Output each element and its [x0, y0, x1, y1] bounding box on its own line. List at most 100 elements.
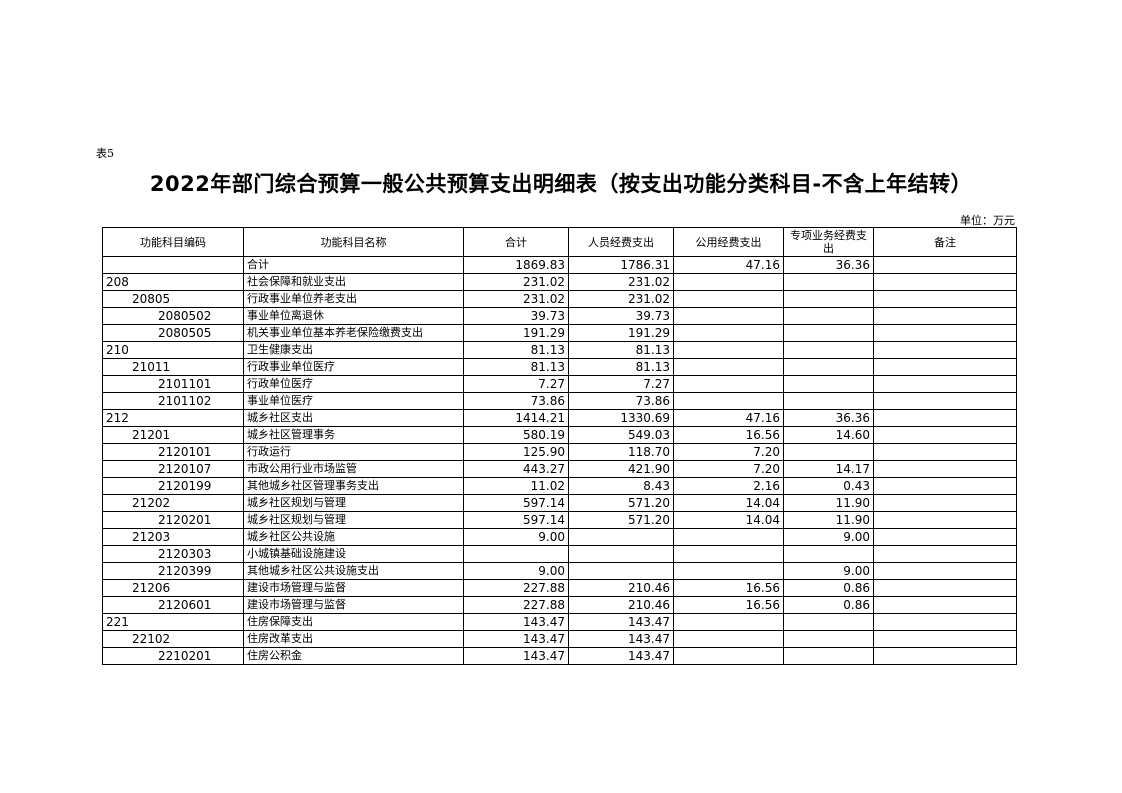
cell-special: [783, 443, 874, 461]
table-row: 22102 住房改革支出 143.47 143.47: [102, 630, 1017, 648]
cell-code: 2101102: [102, 392, 244, 410]
cell-personnel: 231.02: [568, 290, 674, 308]
cell-public: 7.20: [673, 460, 784, 478]
cell-name: 城乡社区管理事务: [243, 426, 464, 444]
cell-code: 2120303: [102, 545, 244, 563]
cell-name: 住房保障支出: [243, 613, 464, 631]
header-note: 备注: [873, 227, 1017, 257]
cell-note: [873, 562, 1017, 580]
cell-note: [873, 647, 1017, 665]
cell-name: 行政单位医疗: [243, 375, 464, 393]
cell-personnel: 421.90: [568, 460, 674, 478]
cell-name: 社会保障和就业支出: [243, 273, 464, 291]
cell-note: [873, 511, 1017, 529]
cell-note: [873, 426, 1017, 444]
cell-personnel: 39.73: [568, 307, 674, 325]
cell-special: 0.86: [783, 596, 874, 614]
cell-code: 2120601: [102, 596, 244, 614]
cell-total: 39.73: [463, 307, 569, 325]
unit-label: 单位：万元: [960, 214, 1015, 227]
cell-code: 21011: [102, 358, 244, 376]
cell-note: [873, 545, 1017, 563]
cell-name: 行政事业单位养老支出: [243, 290, 464, 308]
cell-public: 7.20: [673, 443, 784, 461]
cell-code: 2120201: [102, 511, 244, 529]
cell-personnel: 143.47: [568, 647, 674, 665]
cell-special: [783, 341, 874, 359]
cell-public: 16.56: [673, 579, 784, 597]
cell-total: 11.02: [463, 477, 569, 495]
cell-special: [783, 613, 874, 631]
table-row: 221 住房保障支出 143.47 143.47: [102, 613, 1017, 631]
cell-total: 597.14: [463, 494, 569, 512]
cell-note: [873, 443, 1017, 461]
cell-special: 11.90: [783, 511, 874, 529]
cell-personnel: 1786.31: [568, 256, 674, 274]
table-row: 2080502 事业单位离退休 39.73 39.73: [102, 307, 1017, 325]
cell-public: [673, 392, 784, 410]
table-row: 2101102 事业单位医疗 73.86 73.86: [102, 392, 1017, 410]
cell-total: 143.47: [463, 647, 569, 665]
cell-special: 14.17: [783, 460, 874, 478]
cell-special: 14.60: [783, 426, 874, 444]
cell-note: [873, 375, 1017, 393]
table-row: 合计 1869.83 1786.31 47.16 36.36: [102, 256, 1017, 274]
cell-code: 20805: [102, 290, 244, 308]
table-row: 20805 行政事业单位养老支出 231.02 231.02: [102, 290, 1017, 308]
cell-special: 36.36: [783, 256, 874, 274]
cell-personnel: 549.03: [568, 426, 674, 444]
cell-name: 其他城乡社区管理事务支出: [243, 477, 464, 495]
cell-personnel: [568, 562, 674, 580]
cell-special: 9.00: [783, 528, 874, 546]
cell-special: [783, 290, 874, 308]
table-row: 2120107 市政公用行业市场监管 443.27 421.90 7.20 14.17: [102, 460, 1017, 478]
table-row: 208 社会保障和就业支出 231.02 231.02: [102, 273, 1017, 291]
cell-special: [783, 273, 874, 291]
cell-total: 227.88: [463, 579, 569, 597]
cell-note: [873, 494, 1017, 512]
cell-name: 小城镇基础设施建设: [243, 545, 464, 563]
cell-code: 210: [102, 341, 244, 359]
cell-special: [783, 324, 874, 342]
cell-name: 城乡社区规划与管理: [243, 494, 464, 512]
cell-note: [873, 290, 1017, 308]
cell-personnel: 571.20: [568, 511, 674, 529]
header-code: 功能科目编码: [102, 227, 244, 257]
cell-name: 行政事业单位医疗: [243, 358, 464, 376]
cell-code: 2120107: [102, 460, 244, 478]
cell-special: [783, 358, 874, 376]
cell-public: 16.56: [673, 596, 784, 614]
cell-total: 81.13: [463, 358, 569, 376]
cell-name: 事业单位医疗: [243, 392, 464, 410]
table-row: 21201 城乡社区管理事务 580.19 549.03 16.56 14.60: [102, 426, 1017, 444]
header-name: 功能科目名称: [243, 227, 464, 257]
cell-note: [873, 307, 1017, 325]
cell-special: [783, 392, 874, 410]
cell-public: 14.04: [673, 511, 784, 529]
cell-special: 9.00: [783, 562, 874, 580]
cell-note: [873, 460, 1017, 478]
cell-code: 21201: [102, 426, 244, 444]
cell-personnel: 1330.69: [568, 409, 674, 427]
cell-note: [873, 477, 1017, 495]
cell-personnel: 81.13: [568, 358, 674, 376]
header-personnel: 人员经费支出: [568, 227, 674, 257]
cell-name: 城乡社区规划与管理: [243, 511, 464, 529]
cell-public: [673, 358, 784, 376]
cell-note: [873, 324, 1017, 342]
cell-public: 16.56: [673, 426, 784, 444]
table-row: 2210201 住房公积金 143.47 143.47: [102, 647, 1017, 665]
cell-name: 事业单位离退休: [243, 307, 464, 325]
cell-code: 2120399: [102, 562, 244, 580]
cell-personnel: 73.86: [568, 392, 674, 410]
table-row: 21203 城乡社区公共设施 9.00 9.00: [102, 528, 1017, 546]
cell-note: [873, 596, 1017, 614]
cell-code: 2120199: [102, 477, 244, 495]
cell-personnel: 143.47: [568, 630, 674, 648]
cell-personnel: 231.02: [568, 273, 674, 291]
cell-public: [673, 613, 784, 631]
cell-code: 2210201: [102, 647, 244, 665]
budget-table: 功能科目编码 功能科目名称 合计 人员经费支出 公用经费支出 专项业务经费支出 …: [102, 227, 1017, 665]
cell-code: 22102: [102, 630, 244, 648]
cell-public: [673, 273, 784, 291]
